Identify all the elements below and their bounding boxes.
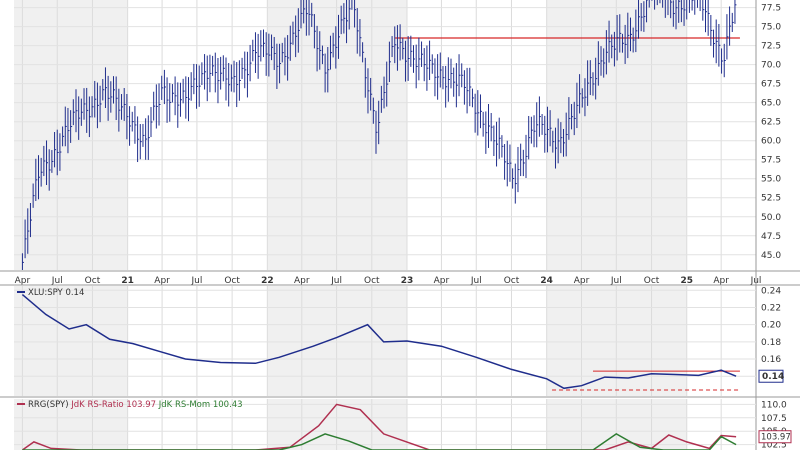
year-band xyxy=(267,399,408,450)
x-tick-label: Jul xyxy=(470,276,482,286)
x-tick-label: 22 xyxy=(261,276,274,286)
rrg-tick-label: 107.5 xyxy=(761,414,787,424)
x-tick-label: Jul xyxy=(610,276,622,286)
year-band xyxy=(267,0,408,270)
x-tick-label: Oct xyxy=(644,276,660,286)
x-tick-label: Apr xyxy=(434,276,450,286)
year-band xyxy=(127,399,268,450)
price-tick-label: 45.0 xyxy=(761,251,781,261)
x-tick-label: Jul xyxy=(51,276,63,286)
price-tick-label: 57.5 xyxy=(761,156,781,166)
price-tick-label: 70.0 xyxy=(761,61,781,71)
ratio-tick-label: 0.16 xyxy=(761,355,781,365)
year-band xyxy=(407,286,547,396)
price-tick-label: 47.5 xyxy=(761,232,781,242)
price-tick-label: 65.0 xyxy=(761,99,781,109)
rrg-legend-mom: JdK RS-Mom 100.43 xyxy=(158,400,243,410)
year-band xyxy=(127,286,268,396)
rrg-legend-prefix: RRG(SPY) xyxy=(28,400,71,410)
rrg-last-value-tag xyxy=(758,430,792,444)
price-tick-label: 67.5 xyxy=(761,80,781,90)
ratio-line xyxy=(21,294,737,390)
x-tick-label: Oct xyxy=(224,276,240,286)
x-tick-label: 24 xyxy=(540,276,553,286)
x-tick-label: 23 xyxy=(401,276,414,286)
x-tick-label: Jul xyxy=(330,276,342,286)
ratio-legend: XLU:SPY 0.14 xyxy=(28,288,84,298)
x-tick-label: Apr xyxy=(713,276,729,286)
price-tick-label: 75.0 xyxy=(761,23,781,33)
x-tick-label: Apr xyxy=(574,276,590,286)
ratio-last-value: 0.14 xyxy=(762,372,784,382)
price-tick-label: 50.0 xyxy=(761,213,781,223)
ratio-tick-label: 0.24 xyxy=(761,286,781,296)
x-tick-label: Apr xyxy=(15,276,31,286)
rrg-tick-label: 102.5 xyxy=(761,441,787,450)
rrg-last-value: 103.97 xyxy=(761,433,791,443)
rrg-tick-label: 110.0 xyxy=(761,400,787,410)
x-tick-label: 21 xyxy=(121,276,134,286)
x-tick-label: Oct xyxy=(504,276,520,286)
ratio-tick-label: 0.18 xyxy=(761,338,781,348)
year-band xyxy=(14,399,128,450)
price-tick-label: 72.5 xyxy=(761,42,781,52)
price-tick-label: 55.0 xyxy=(761,175,781,185)
price-tick-label: 77.5 xyxy=(761,4,781,14)
price-bars xyxy=(21,0,737,270)
x-tick-label: 25 xyxy=(680,276,693,286)
year-band xyxy=(407,399,547,450)
price-tick-label: 52.5 xyxy=(761,194,781,204)
x-tick-label: Oct xyxy=(364,276,380,286)
rrg-legend: RRG(SPY) JdK RS-Ratio 103.97 JdK RS-Mom … xyxy=(28,400,243,410)
year-band xyxy=(267,286,408,396)
year-band xyxy=(407,0,547,270)
rrg-legend-ratio: JdK RS-Ratio 103.97 xyxy=(70,400,159,410)
price-tick-label: 60.0 xyxy=(761,137,781,147)
x-tick-label: Apr xyxy=(154,276,170,286)
ratio-tick-label: 0.20 xyxy=(761,321,781,331)
rs-ratio-line xyxy=(21,403,737,450)
x-tick-label: Apr xyxy=(294,276,310,286)
ratio-last-value-tag xyxy=(758,369,784,383)
x-tick-label: Jul xyxy=(190,276,202,286)
x-tick-label: Oct xyxy=(85,276,101,286)
ratio-tick-label: 0.22 xyxy=(761,303,781,313)
price-tick-label: 62.5 xyxy=(761,118,781,128)
